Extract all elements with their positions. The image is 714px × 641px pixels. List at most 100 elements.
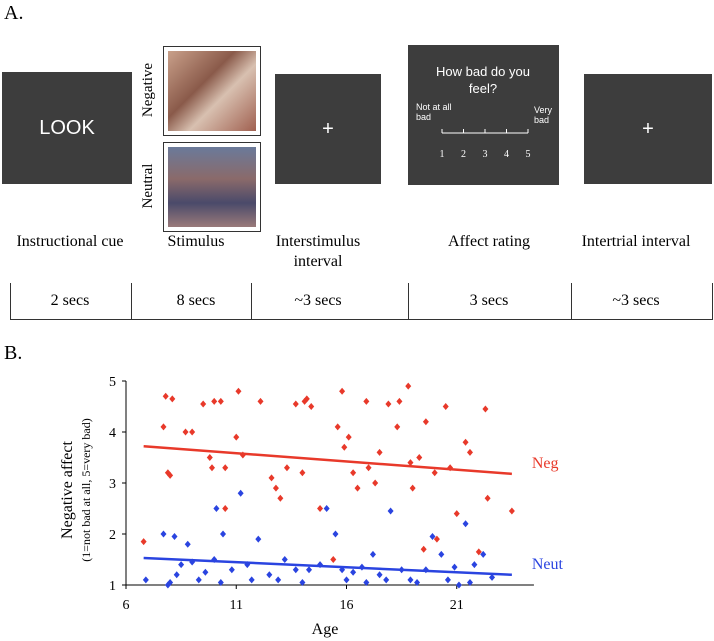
point [462, 520, 469, 528]
point [228, 566, 235, 574]
point [266, 571, 273, 579]
point [484, 494, 491, 502]
point [189, 558, 196, 566]
point [466, 448, 473, 456]
point [164, 581, 171, 589]
point [323, 505, 330, 512]
point [272, 484, 279, 492]
point [376, 571, 383, 579]
point [195, 576, 202, 584]
point [354, 484, 361, 492]
point [372, 479, 379, 487]
point [422, 418, 429, 426]
point [420, 545, 427, 553]
point [480, 550, 487, 558]
point [292, 400, 299, 408]
point [244, 561, 251, 569]
x-tick-label: 21 [450, 598, 464, 613]
neutral-image [163, 142, 261, 232]
point [409, 484, 416, 492]
timeline-divider [251, 283, 252, 320]
point [376, 448, 383, 456]
point [292, 566, 299, 574]
point [317, 505, 324, 512]
scale-number: 4 [504, 149, 509, 160]
point [350, 568, 357, 576]
point [431, 469, 438, 477]
point [429, 533, 436, 541]
rating-scale: 1 2 3 4 5 [440, 129, 531, 160]
y-tick-label: 4 [109, 426, 116, 441]
point [363, 578, 370, 586]
point [345, 433, 352, 441]
scale-number: 2 [461, 149, 466, 160]
point [248, 576, 255, 584]
x-tick-label: 11 [230, 598, 243, 613]
rating-low: Not at all bad [416, 102, 452, 122]
point [453, 510, 460, 518]
point [394, 423, 401, 431]
x-tick-label: 16 [340, 598, 354, 613]
scale-number: 5 [526, 149, 531, 160]
point [222, 464, 229, 472]
step-duration: 3 secs [469, 292, 509, 309]
point [447, 464, 454, 472]
point [140, 538, 147, 546]
y-tick-label: 1 [109, 579, 116, 594]
point [160, 530, 167, 538]
point [396, 397, 403, 405]
step-caption: Affect rating [448, 233, 530, 250]
point [233, 433, 240, 441]
point [171, 533, 178, 541]
point [416, 454, 423, 461]
trend-line [143, 556, 512, 577]
point [184, 540, 191, 548]
point [308, 403, 315, 410]
step-caption: Interstimulus interval [275, 233, 361, 270]
step-duration: 8 secs [176, 292, 216, 309]
point [268, 474, 275, 482]
point [299, 578, 306, 586]
step-caption: Instructional cue [16, 233, 124, 250]
point [283, 464, 290, 472]
point [339, 387, 346, 395]
image [168, 51, 256, 131]
y-axis-title: Negative affect [59, 441, 76, 539]
y-tick-label: 2 [109, 528, 116, 543]
cue-text: LOOK [39, 116, 95, 139]
point [405, 382, 412, 390]
iti-screen: + [584, 74, 712, 184]
point [455, 581, 462, 589]
step-caption: Intertrial interval [581, 233, 691, 250]
cue-screen: LOOK [2, 72, 132, 184]
point [208, 464, 215, 472]
point [142, 576, 149, 584]
y-tick-label: 3 [109, 477, 116, 492]
point [211, 397, 218, 405]
point [407, 576, 414, 584]
timeline-divider [571, 283, 572, 320]
point [343, 576, 350, 584]
rating-high: Very bad [534, 105, 553, 125]
point [471, 561, 478, 569]
scale-number: 1 [440, 149, 445, 160]
point [385, 400, 392, 408]
point [330, 556, 337, 563]
point [332, 530, 339, 538]
point [277, 494, 284, 502]
iti-text: + [642, 117, 654, 140]
timeline-divider [408, 283, 409, 320]
trend-line [143, 445, 512, 476]
point [444, 576, 451, 584]
point [220, 530, 227, 538]
x-tick-label: 6 [123, 598, 130, 613]
point [202, 568, 209, 576]
panel-label: B. [4, 342, 23, 364]
point [438, 550, 445, 558]
point [303, 395, 310, 403]
point [169, 395, 176, 403]
y-tick-label: 5 [109, 375, 116, 390]
point [334, 423, 341, 431]
